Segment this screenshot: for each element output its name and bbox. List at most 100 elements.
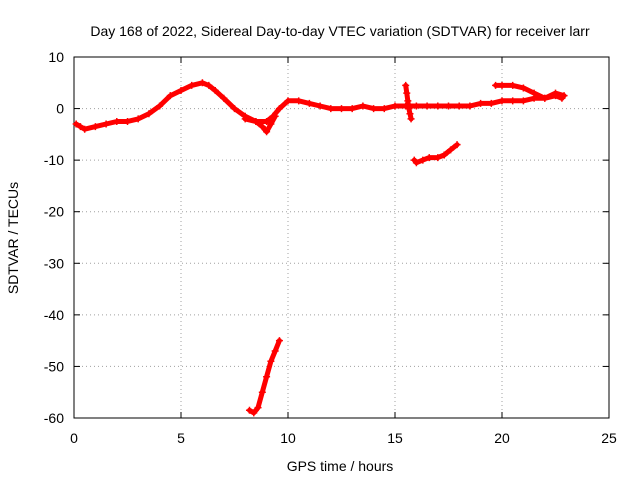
data-point-marker <box>258 388 266 396</box>
data-point-marker <box>177 87 185 95</box>
data-point-marker <box>271 112 279 120</box>
data-point-marker <box>487 99 495 107</box>
data-point-marker <box>91 123 99 131</box>
data-point-marker <box>267 120 275 128</box>
y-tick-label: 0 <box>56 101 64 117</box>
data-point-marker <box>348 105 356 113</box>
data-point-marker <box>498 97 506 105</box>
data-point-marker <box>492 81 500 89</box>
data-point-marker <box>305 99 313 107</box>
data-point-marker <box>519 97 527 105</box>
data-point-marker <box>275 337 283 345</box>
data-point-marker <box>530 89 538 97</box>
data-point-marker <box>254 404 262 412</box>
data-point-marker <box>423 102 431 110</box>
data-point-marker <box>76 123 84 131</box>
data-point-marker <box>519 84 527 92</box>
y-tick-label: -40 <box>44 307 64 323</box>
data-point-marker <box>284 97 292 105</box>
x-tick-label: 0 <box>70 430 78 446</box>
data-point-marker <box>198 79 206 87</box>
data-point-marker <box>124 117 131 125</box>
axis-ticks: 0 5 10 15 20 25 10 0 -10 -20 -30 -40 -50 -60 <box>44 49 617 446</box>
data-point-marker <box>156 102 164 110</box>
data-point-marker <box>404 97 412 105</box>
data-point-marker <box>434 154 442 162</box>
series-low-arc <box>410 141 461 167</box>
data-point-marker <box>252 117 260 125</box>
data-point-marker <box>145 110 153 118</box>
data-point-marker <box>425 154 433 162</box>
data-point-marker <box>271 347 279 355</box>
y-tick-label: -30 <box>44 255 64 271</box>
x-tick-label: 10 <box>280 430 296 446</box>
x-tick-label: 5 <box>177 430 185 446</box>
data-point-marker <box>406 110 414 118</box>
data-point-marker <box>560 92 568 100</box>
data-point-marker <box>231 105 238 113</box>
data-point-marker <box>509 97 517 105</box>
data-point-marker <box>134 115 142 123</box>
data-point-marker <box>440 151 448 159</box>
data-point-marker <box>81 125 89 133</box>
data-point-marker <box>263 117 271 125</box>
data-point-marker <box>380 105 388 113</box>
data-point-marker <box>466 102 474 110</box>
series-high-arc <box>492 81 568 102</box>
data-point-marker <box>295 97 303 105</box>
y-tick-label: -20 <box>44 204 64 220</box>
data-point-marker <box>498 81 506 89</box>
series-deep-segment <box>245 337 283 417</box>
data-point-marker <box>72 120 80 128</box>
series-dip-branch <box>241 112 279 136</box>
data-point-marker <box>407 115 415 123</box>
data-series <box>72 79 568 417</box>
data-point-marker <box>453 141 461 149</box>
data-point-marker <box>405 105 413 113</box>
data-point-marker <box>188 81 196 89</box>
data-point-marker <box>338 105 345 113</box>
data-point-marker <box>316 102 324 110</box>
data-point-marker <box>211 87 219 95</box>
x-axis-label: GPS time / hours <box>287 458 394 474</box>
data-point-marker <box>541 94 549 102</box>
data-point-marker <box>477 99 485 107</box>
data-point-marker <box>359 102 367 110</box>
data-point-marker <box>402 81 410 89</box>
data-point-marker <box>275 105 283 113</box>
y-tick-label: -10 <box>44 152 64 168</box>
y-tick-label: -60 <box>44 410 64 426</box>
y-tick-label: 10 <box>48 49 64 65</box>
data-point-marker <box>166 92 174 100</box>
data-point-marker <box>434 102 442 110</box>
x-tick-label: 15 <box>387 430 403 446</box>
data-point-marker <box>455 102 463 110</box>
data-point-marker <box>403 89 411 97</box>
data-point-marker <box>250 409 258 417</box>
grid-lines <box>74 57 609 418</box>
data-point-marker <box>205 81 213 89</box>
y-tick-label: -50 <box>44 358 64 374</box>
data-point-marker <box>241 115 249 123</box>
data-point-marker <box>102 120 110 128</box>
data-point-marker <box>263 128 271 136</box>
data-point-marker <box>267 357 275 365</box>
x-tick-label: 25 <box>601 430 617 446</box>
data-point-marker <box>412 159 420 167</box>
data-point-marker <box>412 102 420 110</box>
data-point-marker <box>370 105 378 113</box>
data-point-marker <box>258 123 266 131</box>
data-point-marker <box>113 117 121 125</box>
y-axis-label: SDTVAR / TECUs <box>5 182 21 294</box>
data-point-marker <box>509 81 517 89</box>
data-point-marker <box>391 102 399 110</box>
plot-frame <box>73 56 610 419</box>
data-point-marker <box>552 89 559 97</box>
data-point-marker <box>245 406 253 414</box>
data-point-marker <box>327 105 335 113</box>
chart-title: Day 168 of 2022, Sidereal Day-to-day VTE… <box>90 23 590 39</box>
data-point-marker <box>263 373 271 381</box>
series-spike-15-6 <box>402 81 415 123</box>
